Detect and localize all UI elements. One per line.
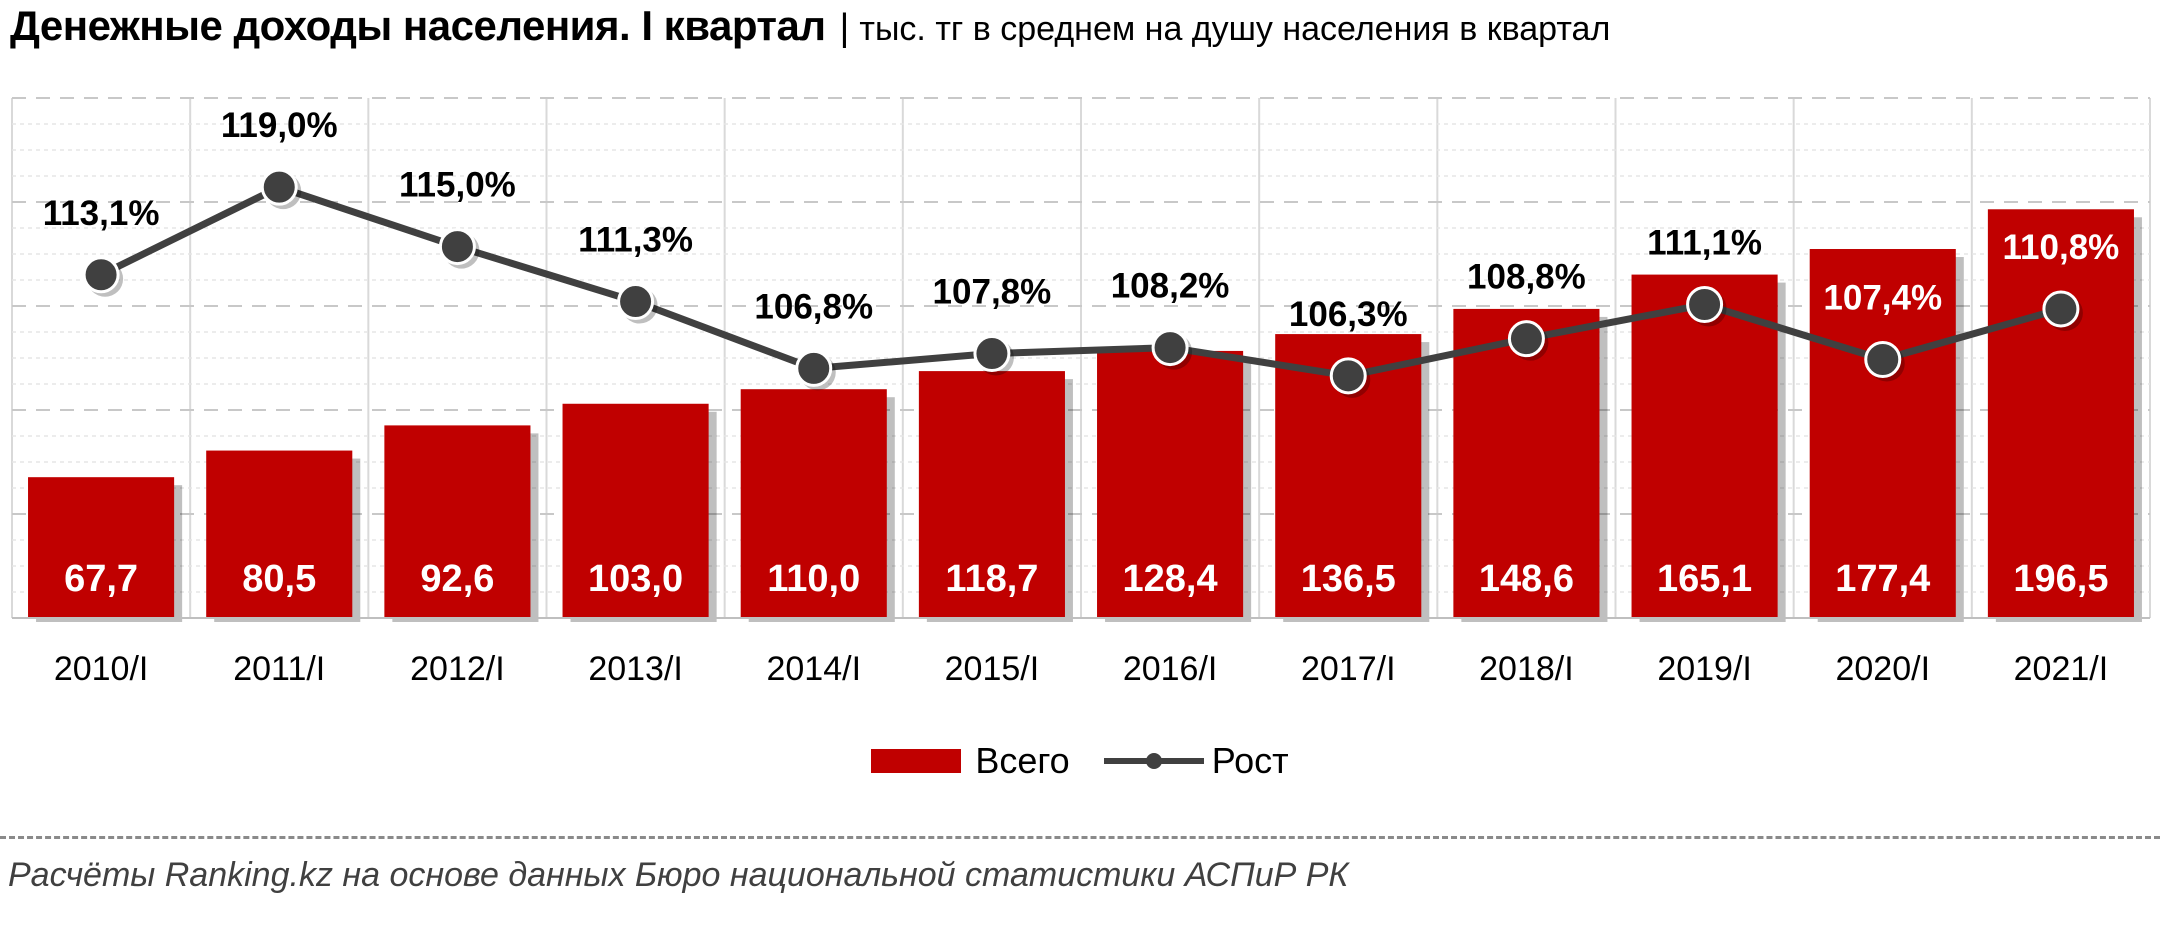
growth-point bbox=[82, 256, 120, 294]
growth-point bbox=[973, 335, 1011, 373]
bar bbox=[740, 389, 887, 618]
x-tick-label: 2019/I bbox=[1657, 650, 1752, 688]
growth-value-label: 111,3% bbox=[578, 221, 693, 260]
growth-point bbox=[795, 349, 833, 387]
x-tick-label: 2021/I bbox=[2014, 650, 2109, 688]
bar-value-label: 92,6 bbox=[420, 558, 494, 600]
x-tick-label: 2018/I bbox=[1479, 650, 1574, 688]
bar-value-label: 103,0 bbox=[588, 558, 683, 600]
growth-line bbox=[99, 183, 2062, 380]
chart-title: Денежные доходы населения. I квартал bbox=[10, 2, 826, 49]
bar bbox=[384, 425, 531, 618]
bar-value-label: 177,4 bbox=[1835, 558, 1930, 600]
x-tick-label: 2013/I bbox=[588, 650, 683, 688]
growth-value-label: 115,0% bbox=[399, 166, 516, 205]
x-tick-label: 2014/I bbox=[766, 650, 861, 688]
growth-point bbox=[1151, 329, 1189, 367]
source-divider bbox=[0, 836, 2160, 839]
growth-point bbox=[438, 228, 476, 266]
bar-value-label: 80,5 bbox=[242, 558, 316, 600]
x-tick-label: 2020/I bbox=[1835, 650, 1930, 688]
growth-point bbox=[260, 168, 298, 206]
chart-plot: 67,7 80,5 92,6 103,0 110,0 118,7 128,4 136,5 148… bbox=[11, 97, 2151, 688]
x-tick-label: 2010/I bbox=[54, 650, 149, 688]
legend-bar-label: Всего bbox=[975, 740, 1070, 781]
bar bbox=[918, 371, 1065, 618]
growth-value-label: 110,8% bbox=[2003, 228, 2120, 267]
growth-value-label: 113,1% bbox=[43, 194, 160, 233]
legend-item-bars: Всего bbox=[871, 740, 1070, 782]
bar-value-label: 118,7 bbox=[945, 558, 1038, 600]
growth-value-label: 106,8% bbox=[754, 287, 873, 326]
growth-point bbox=[1329, 357, 1367, 395]
bar bbox=[1809, 249, 1956, 618]
legend-line-label: Рост bbox=[1211, 740, 1289, 781]
bar-value-label: 128,4 bbox=[1123, 558, 1218, 600]
chart-title-row: Денежные доходы населения. I квартал | тыс… bbox=[10, 2, 1610, 50]
growth-value-label: 119,0% bbox=[221, 106, 338, 145]
bar bbox=[1987, 209, 2134, 618]
growth-point bbox=[1686, 286, 1724, 324]
bar-value-label: 67,7 bbox=[64, 558, 138, 600]
bar-value-label: 165,1 bbox=[1657, 558, 1752, 600]
bar-value-label: 136,5 bbox=[1301, 558, 1396, 600]
legend-line-swatch bbox=[1103, 749, 1204, 773]
growth-point bbox=[617, 283, 655, 321]
bar bbox=[1453, 308, 1600, 618]
x-tick-label: 2017/I bbox=[1301, 650, 1396, 688]
growth-value-label: 108,8% bbox=[1467, 258, 1586, 297]
chart-subtitle: тыс. тг в среднем на душу населения в кв… bbox=[859, 10, 1611, 48]
growth-point bbox=[2042, 290, 2080, 328]
growth-value-label: 107,8% bbox=[933, 273, 1052, 312]
bar bbox=[562, 403, 709, 618]
growth-value-label: 108,2% bbox=[1111, 267, 1230, 306]
bar bbox=[28, 477, 175, 618]
growth-point bbox=[1864, 340, 1902, 378]
chart-legend: Всего Рост bbox=[0, 740, 2160, 782]
x-tick-label: 2015/I bbox=[945, 650, 1040, 688]
x-tick-label: 2011/I bbox=[233, 650, 325, 688]
legend-bar-swatch bbox=[871, 749, 962, 773]
growth-value-label: 106,3% bbox=[1289, 295, 1408, 334]
title-separator: | bbox=[839, 7, 850, 49]
growth-point bbox=[1507, 320, 1545, 358]
bar bbox=[206, 450, 353, 618]
bar-value-label: 110,0 bbox=[767, 558, 860, 600]
x-tick-label: 2012/I bbox=[410, 650, 505, 688]
growth-value-label: 111,1% bbox=[1647, 224, 1762, 263]
source-note: Расчёты Ranking.kz на основе данных Бюро… bbox=[8, 856, 1349, 894]
legend-item-line: Рост bbox=[1103, 740, 1289, 782]
bar-value-label: 148,6 bbox=[1479, 558, 1574, 600]
x-tick-label: 2016/I bbox=[1123, 650, 1218, 688]
bar-value-label: 196,5 bbox=[2013, 558, 2108, 600]
bar bbox=[1631, 274, 1778, 618]
growth-value-label: 107,4% bbox=[1823, 278, 1942, 317]
bar bbox=[1097, 350, 1244, 618]
